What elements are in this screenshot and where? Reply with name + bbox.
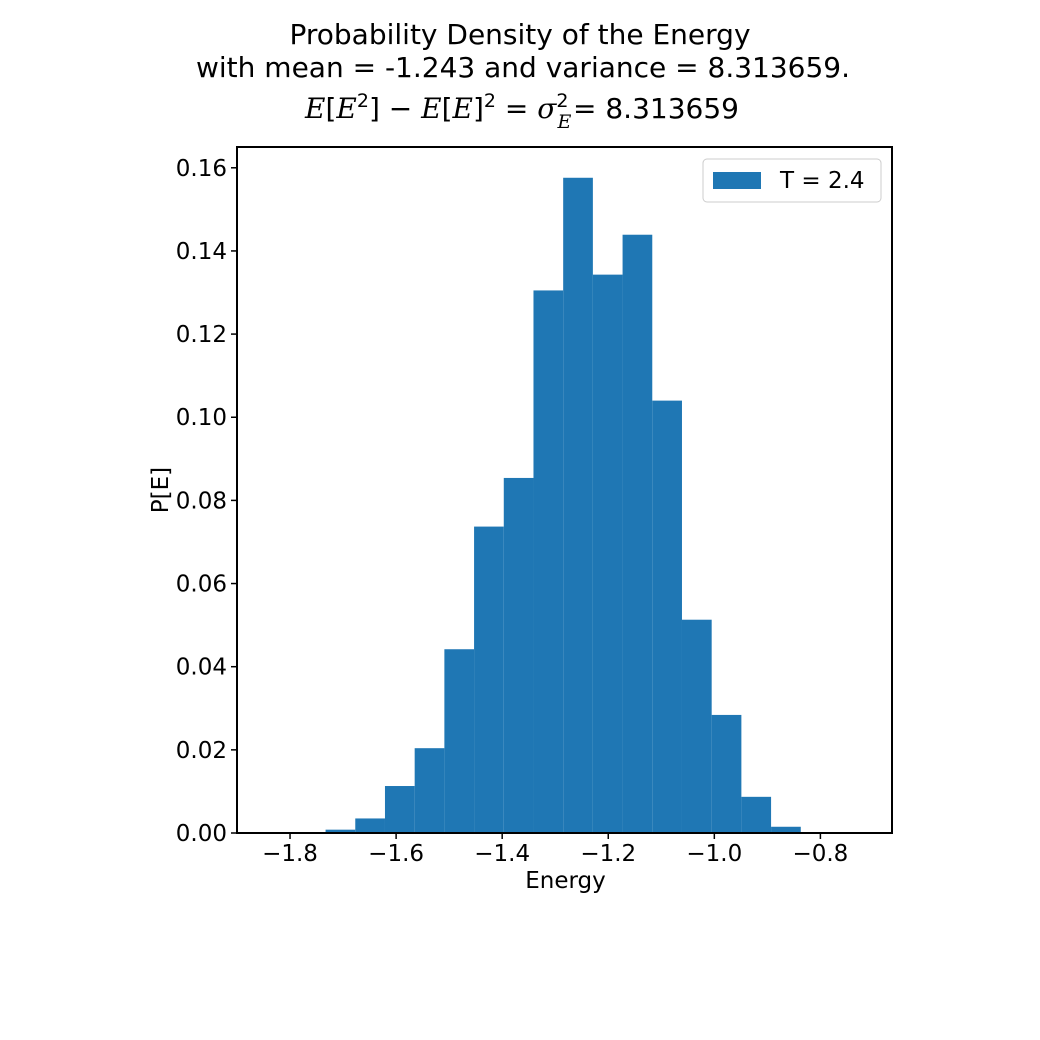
x-tick-label: −0.8 [792,841,848,867]
x-tick-label: −1.2 [580,841,636,867]
legend-label: T = 2.4 [779,168,865,194]
histogram-bar [355,818,385,833]
histogram-bar [652,400,682,833]
chart-title-line-2: with mean = -1.243 and variance = 8.3136… [196,51,850,84]
chart-title-formula: E[E2] − E[E]2 = σ2 E = 8.313659 [304,90,739,133]
y-tick-label: 0.00 [176,821,227,847]
svg-text:E[E2] − E[E]2 = σ2E: E[E2] − E[E]2 = σ2 E [304,90,571,133]
y-tick-label: 0.08 [176,488,227,514]
histogram-bar [384,786,415,833]
y-tick-label: 0.06 [176,572,227,598]
x-tick-label: −1.4 [474,841,530,867]
chart-title-line-1: Probability Density of the Energy [289,18,750,51]
x-tick-label: −1.0 [686,841,742,867]
histogram-bar [771,826,801,833]
y-axis-ticks: 0.00 0.02 0.04 0.06 0.08 0.10 0.12 0.14 0.16 [176,156,237,847]
y-tick-label: 0.04 [176,655,227,681]
x-tick-label: −1.8 [262,841,318,867]
chart-title-variance: = 8.313659 [573,92,739,125]
histogram-bar [711,714,742,833]
histogram-bar [741,796,772,833]
x-tick-label: −1.6 [368,841,424,867]
y-tick-label: 0.14 [176,239,227,265]
y-tick-label: 0.16 [176,156,227,182]
x-axis-label: Energy [525,868,606,894]
y-tick-label: 0.02 [176,738,227,764]
histogram-bar [474,526,504,833]
legend-box [702,158,882,203]
y-tick-label: 0.12 [176,322,227,348]
histogram-bars [325,177,801,834]
legend: T = 2.4 [702,158,882,203]
histogram-bar [681,619,712,833]
histogram-bar [444,649,475,833]
histogram-bar [563,177,593,834]
histogram-bar [592,274,623,833]
y-tick-label: 0.10 [176,405,227,431]
legend-swatch [713,172,761,189]
histogram-bar [622,234,653,833]
histogram-bar [503,477,534,833]
y-axis-label: P[E] [148,467,174,513]
histogram-bar [414,748,445,833]
x-axis-ticks: −1.8 −1.6 −1.4 −1.2 −1.0 −0.8 [262,833,848,867]
histogram-bar [325,829,356,833]
plot-frame [236,146,893,834]
histogram-bar [533,290,564,833]
